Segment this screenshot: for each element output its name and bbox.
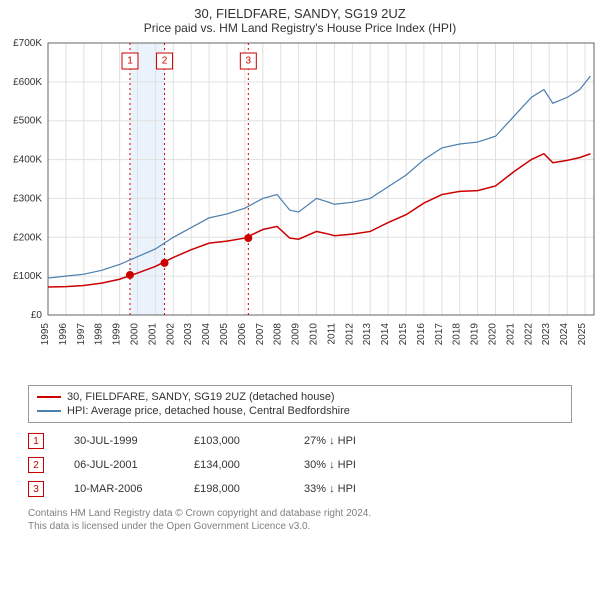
svg-text:2006: 2006 (237, 323, 248, 346)
sale-date: 10-MAR-2006 (74, 483, 164, 495)
svg-text:2001: 2001 (147, 323, 158, 346)
svg-text:1999: 1999 (112, 323, 123, 346)
footer-line2: This data is licensed under the Open Gov… (28, 520, 572, 533)
sale-row: 3 10-MAR-2006 £198,000 33% ↓ HPI (28, 477, 572, 501)
svg-text:2018: 2018 (452, 323, 463, 346)
sale-delta: 30% ↓ HPI (304, 459, 404, 471)
legend-label: HPI: Average price, detached house, Cent… (67, 405, 350, 417)
chart-title-address: 30, FIELDFARE, SANDY, SG19 2UZ (0, 6, 600, 21)
svg-text:3: 3 (246, 56, 252, 67)
svg-text:1998: 1998 (94, 323, 105, 346)
svg-text:2019: 2019 (470, 323, 481, 346)
legend-swatch (37, 410, 61, 412)
sale-price: £103,000 (194, 435, 274, 447)
legend-item: HPI: Average price, detached house, Cent… (37, 404, 563, 418)
sales-table: 1 30-JUL-1999 £103,000 27% ↓ HPI 2 06-JUL-200… (28, 429, 572, 501)
legend-swatch (37, 396, 61, 398)
svg-text:2009: 2009 (291, 323, 302, 346)
sale-marker-icon: 2 (28, 457, 44, 473)
svg-text:2022: 2022 (523, 323, 534, 346)
svg-text:2025: 2025 (577, 323, 588, 346)
svg-text:£100K: £100K (13, 271, 42, 282)
svg-text:2024: 2024 (559, 323, 570, 346)
svg-text:2013: 2013 (362, 323, 373, 346)
legend-label: 30, FIELDFARE, SANDY, SG19 2UZ (detached… (67, 391, 335, 403)
footer-line1: Contains HM Land Registry data © Crown c… (28, 507, 572, 520)
svg-text:2010: 2010 (309, 323, 320, 346)
svg-text:£0: £0 (31, 310, 43, 321)
sale-date: 06-JUL-2001 (74, 459, 164, 471)
svg-text:£700K: £700K (13, 38, 42, 49)
svg-text:£300K: £300K (13, 193, 42, 204)
svg-text:2003: 2003 (183, 323, 194, 346)
svg-text:2005: 2005 (219, 323, 230, 346)
svg-text:£200K: £200K (13, 232, 42, 243)
sale-price: £198,000 (194, 483, 274, 495)
chart-subtitle: Price paid vs. HM Land Registry's House … (0, 21, 600, 35)
svg-text:2007: 2007 (255, 323, 266, 346)
svg-text:1995: 1995 (40, 323, 51, 346)
legend-item: 30, FIELDFARE, SANDY, SG19 2UZ (detached… (37, 390, 563, 404)
svg-text:2: 2 (162, 56, 168, 67)
svg-text:2012: 2012 (344, 323, 355, 346)
chart-area: £0 £100K £200K £300K £400K £500K £600K £700K 199… (0, 37, 600, 377)
svg-text:1996: 1996 (58, 323, 69, 346)
sale-date: 30-JUL-1999 (74, 435, 164, 447)
legend: 30, FIELDFARE, SANDY, SG19 2UZ (detached… (28, 385, 572, 423)
svg-text:1997: 1997 (76, 323, 87, 346)
svg-text:1: 1 (127, 56, 133, 67)
svg-text:2011: 2011 (326, 323, 337, 345)
sale-marker-icon: 3 (28, 481, 44, 497)
sale-marker-icon: 1 (28, 433, 44, 449)
svg-text:2021: 2021 (505, 323, 516, 346)
sale-price: £134,000 (194, 459, 274, 471)
sale-row: 2 06-JUL-2001 £134,000 30% ↓ HPI (28, 453, 572, 477)
svg-text:2000: 2000 (130, 323, 141, 346)
svg-text:2015: 2015 (398, 323, 409, 346)
svg-text:2008: 2008 (273, 323, 284, 346)
svg-text:2014: 2014 (380, 323, 391, 346)
svg-text:£600K: £600K (13, 77, 42, 88)
svg-text:£500K: £500K (13, 116, 42, 127)
svg-text:2004: 2004 (201, 323, 212, 346)
svg-text:2002: 2002 (165, 323, 176, 346)
svg-text:2023: 2023 (541, 323, 552, 346)
sale-delta: 33% ↓ HPI (304, 483, 404, 495)
sale-row: 1 30-JUL-1999 £103,000 27% ↓ HPI (28, 429, 572, 453)
svg-text:2016: 2016 (416, 323, 427, 346)
footer-attribution: Contains HM Land Registry data © Crown c… (28, 507, 572, 533)
svg-text:£400K: £400K (13, 155, 42, 166)
sale-delta: 27% ↓ HPI (304, 435, 404, 447)
svg-text:2017: 2017 (434, 323, 445, 346)
line-chart: £0 £100K £200K £300K £400K £500K £600K £700K 199… (0, 37, 600, 377)
svg-text:2020: 2020 (488, 323, 499, 346)
